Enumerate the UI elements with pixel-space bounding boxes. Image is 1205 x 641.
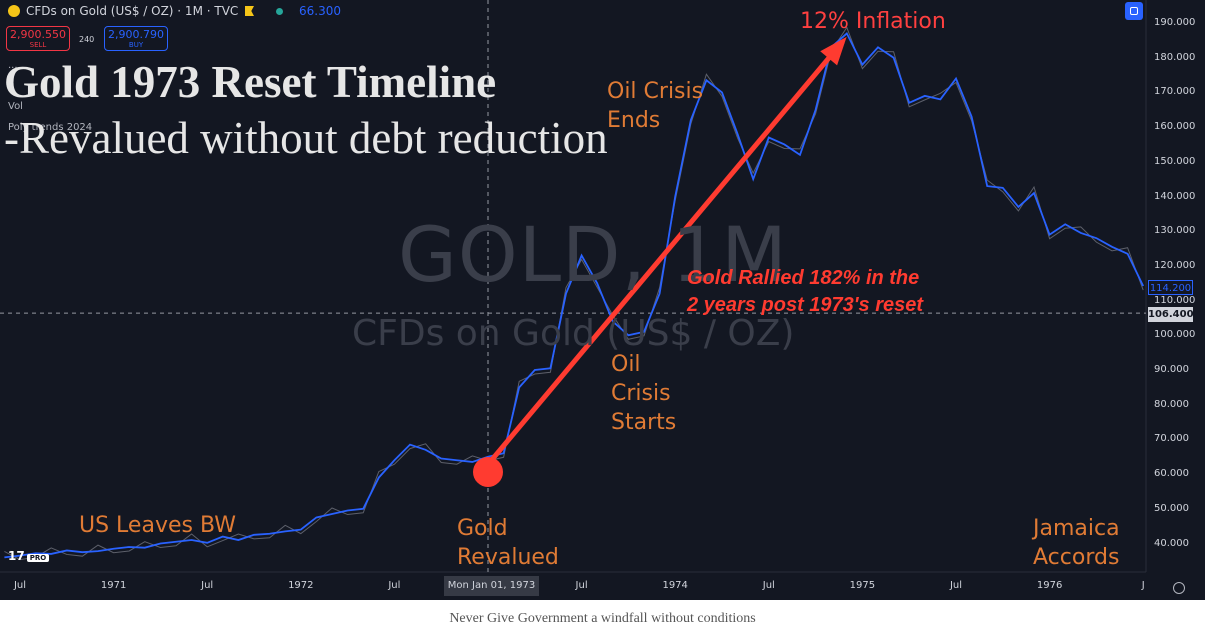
annotation-rally: Gold Rallied 182% in the 2 years post 19… — [687, 265, 923, 319]
y-tick-label: 40.000 — [1154, 537, 1189, 549]
x-tick-label: Jul — [949, 580, 963, 591]
y-tick-label: 50.000 — [1154, 502, 1189, 514]
annotation-line: Accords — [1033, 545, 1120, 570]
annotation-us-leaves-bw: US Leaves BW — [79, 513, 237, 538]
annotation-line: 2 years post 1973's reset — [687, 294, 924, 316]
y-tick-label: 100.000 — [1154, 329, 1196, 341]
buy-label: BUY — [128, 41, 144, 49]
y-tick-label: 180.000 — [1154, 51, 1196, 63]
crosshair-date-label: Mon Jan 01, 1973 — [444, 576, 539, 596]
y-tick-label: 130.000 — [1154, 225, 1196, 237]
x-tick-label: Jul — [201, 580, 214, 591]
chart-subtitle: -Revalued without debt reduction — [4, 113, 608, 163]
pro-badge: PRO — [26, 554, 50, 562]
y-tick-label: 140.000 — [1154, 190, 1196, 202]
annotation-inflation: 12% Inflation — [800, 9, 946, 34]
gear-icon[interactable] — [1173, 582, 1185, 594]
buy-price: 2,900.790 — [108, 28, 164, 41]
y-tick-label: 150.000 — [1154, 155, 1196, 167]
indicator-value: 66.300 — [299, 4, 341, 18]
y-tick-label: 70.000 — [1154, 433, 1189, 445]
watermark-symbol: GOLD, 1M — [398, 210, 788, 299]
annotation-line: Gold — [457, 516, 508, 541]
x-tick-label: J — [1141, 580, 1145, 591]
x-tick-label: Jul — [388, 580, 401, 591]
chart-settings-icon[interactable] — [1125, 2, 1143, 20]
rally-arrow-head — [820, 36, 847, 66]
tv-logo-text: 17 — [8, 549, 25, 563]
x-tick-label: 1972 — [288, 580, 314, 591]
revaluation-marker — [473, 456, 503, 487]
chart-area: GOLD, 1M CFDs on Gold (US$ / OZ) CFDs on… — [0, 0, 1205, 600]
annotation-jamaica-accords: Jamaica Accords — [1033, 514, 1120, 572]
x-tick-label: 1971 — [100, 580, 127, 591]
annotation-line: Crisis — [611, 381, 671, 406]
annotation-line: Oil Crisis — [607, 79, 704, 104]
y-tick-label: 170.000 — [1154, 86, 1196, 98]
y-tick-label: 60.000 — [1154, 468, 1189, 480]
annotation-line: Revalued — [457, 545, 559, 570]
gold-symbol-icon — [8, 5, 20, 17]
y-tick-label: 160.000 — [1154, 121, 1196, 133]
flag-icon[interactable] — [245, 6, 254, 16]
x-tick-label: 1974 — [662, 580, 688, 591]
x-tick-label: Jul — [13, 580, 27, 591]
y-tick-label: 80.000 — [1154, 398, 1189, 410]
sell-button[interactable]: 2,900.550 SELL — [6, 26, 70, 51]
annotation-gold-revalued: Gold Revalued — [457, 514, 559, 572]
buy-button[interactable]: 2,900.790 BUY — [104, 26, 168, 51]
annotation-line: Jamaica — [1033, 516, 1120, 541]
overlay-fragment: ... — [8, 60, 18, 71]
x-tick-label: Jul — [762, 580, 775, 591]
annotation-line: Gold Rallied 182% in the — [687, 267, 920, 289]
last-price-tag: 114.200 — [1148, 280, 1193, 295]
x-tick-label: 1976 — [1036, 580, 1063, 591]
gold-price-line — [4, 31, 1145, 559]
y-tick-label: 120.000 — [1154, 259, 1196, 271]
x-tick-label: 1975 — [849, 580, 876, 591]
x-tick-label: Jul — [575, 580, 588, 591]
market-status-icon — [276, 8, 283, 15]
tradingview-logo[interactable]: 17 PRO — [8, 549, 50, 563]
price-chart — [0, 0, 1147, 573]
y-tick-label: 110.000 — [1154, 294, 1196, 306]
y-tick-label: 190.000 — [1154, 17, 1196, 28]
sell-price: 2,900.550 — [10, 28, 66, 41]
annotation-oil-crisis-ends: Oil Crisis Ends — [607, 77, 703, 135]
symbol-title[interactable]: CFDs on Gold (US$ / OZ) · 1M · TVC — [26, 4, 239, 18]
annotation-line: Starts — [611, 410, 677, 435]
annotation-line: Ends — [607, 108, 661, 133]
sell-label: SELL — [29, 41, 47, 49]
annotation-line: Oil — [611, 352, 641, 377]
y-tick-label: 90.000 — [1154, 364, 1189, 375]
rally-arrow-shaft — [488, 39, 845, 464]
chart-title: Gold 1973 Reset Timeline — [4, 57, 497, 107]
image-caption: Never Give Government a windfall without… — [449, 611, 756, 626]
watermark-description: CFDs on Gold (US$ / OZ) — [352, 313, 795, 354]
spread-value: 240 — [79, 35, 95, 44]
crosshair-price-tag: 106.400 — [1148, 307, 1194, 322]
indicator-legend[interactable]: Poly trends 2024 — [8, 122, 93, 133]
annotation-oil-crisis-starts: Oil Crisis Starts — [611, 350, 676, 437]
volume-legend[interactable]: Vol — [8, 101, 23, 112]
